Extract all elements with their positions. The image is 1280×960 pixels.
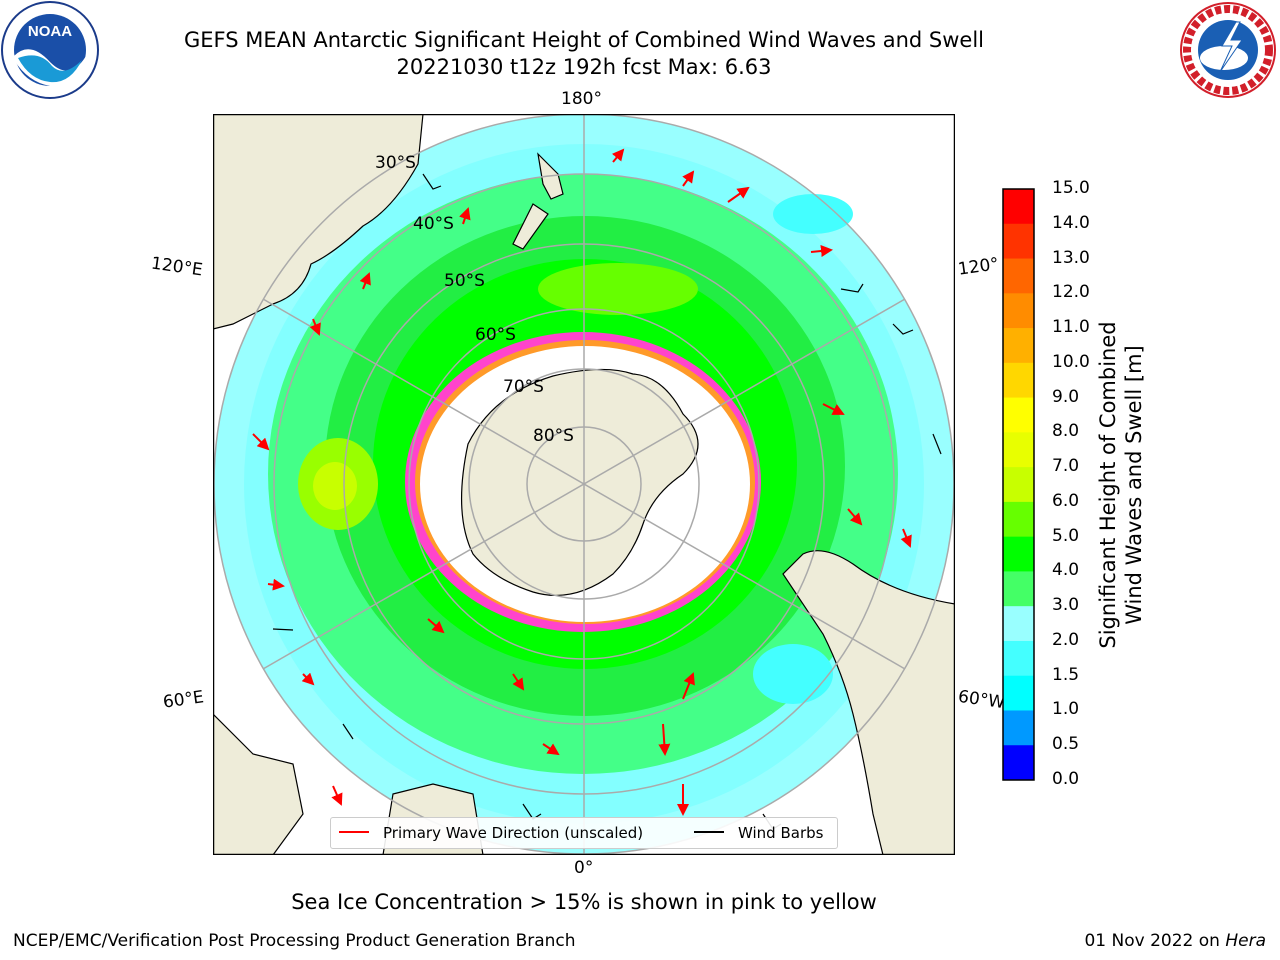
colorbar-segment	[1003, 536, 1034, 572]
colorbar-tick-label: 10.0	[1052, 351, 1090, 372]
land-new-zealand	[512, 152, 564, 250]
lon-label-180: 180°	[561, 89, 602, 109]
colorbar-segment	[1003, 710, 1034, 746]
wind-barb	[342, 723, 354, 740]
svg-text:NOAA: NOAA	[28, 23, 72, 40]
colorbar-segment	[1003, 467, 1034, 503]
colorbar-segment	[1003, 223, 1034, 260]
wind-legend-label: Wind Barbs	[738, 824, 824, 842]
map-legend: Primary Wave Direction (unscaled) Wind B…	[330, 817, 838, 849]
colorbar-tick-label: 0.5	[1052, 734, 1080, 755]
colorbar-tick-label: 1.5	[1052, 664, 1080, 685]
lat-label-60s: 60°S	[475, 325, 516, 345]
sea-ice-caption: Sea Ice Concentration > 15% is shown in …	[291, 890, 877, 914]
lon-label-120e: 120°E	[149, 253, 204, 281]
wave-arrow	[822, 403, 845, 415]
lat-label-70s: 70°S	[503, 377, 544, 397]
wave-arrow	[459, 207, 471, 225]
wind-barb	[892, 323, 914, 335]
colorbar-segment	[1003, 362, 1034, 399]
footer-left: NCEP/EMC/Verification Post Processing Pr…	[13, 931, 576, 951]
colorbar-tick-label: 3.0	[1052, 595, 1080, 616]
wave-arrow	[810, 245, 833, 257]
wind-barb	[422, 173, 442, 190]
colorbar-tick-label: 9.0	[1052, 386, 1080, 407]
wave-arrow	[331, 785, 343, 806]
colorbar-label-line2: Wind Waves and Swell [m]	[1122, 345, 1146, 625]
footer-machine: Hera	[1225, 931, 1266, 951]
colorbar-tick-label: 8.0	[1052, 421, 1080, 442]
wave-arrow	[359, 272, 371, 290]
wave-arrow	[682, 170, 695, 187]
footer-right: 01 Nov 2022 on Hera	[1084, 931, 1266, 951]
lon-label-60e: 60°E	[161, 687, 206, 713]
wave-arrow	[301, 672, 315, 686]
wave-arrow	[611, 148, 625, 163]
colorbar-tick-label: 7.0	[1052, 456, 1080, 477]
colorbar-segment	[1003, 189, 1034, 225]
lon-label-0: 0°	[574, 858, 594, 878]
wave-band-7m	[313, 462, 357, 510]
wind-legend-swatch	[694, 831, 724, 833]
colorbar-tick-label: 1.0	[1052, 699, 1080, 720]
lon-label-60w: 60°W	[956, 686, 1007, 714]
wind-barb	[840, 283, 864, 293]
colorbar-segment	[1003, 258, 1034, 294]
colorbar-segment	[1003, 397, 1034, 433]
noaa-logo: NOAA	[1, 1, 99, 99]
map-title: GEFS MEAN Antarctic Significant Height o…	[183, 28, 985, 52]
wave-arrow	[309, 318, 321, 336]
wave-arrow	[267, 578, 285, 591]
colorbar-tick-label: 2.0	[1052, 629, 1080, 650]
colorbar	[1002, 188, 1035, 781]
land-australia	[213, 114, 424, 330]
colorbar-tick-label: 11.0	[1052, 317, 1090, 338]
map-subtitle: 20221030 t12z 192h fcst Max: 6.63	[396, 55, 772, 79]
wave-arrow	[512, 673, 525, 691]
colorbar-segment	[1003, 675, 1034, 711]
lat-label-30s: 30°S	[375, 153, 416, 173]
lat-label-50s: 50°S	[444, 271, 485, 291]
colorbar-segment	[1003, 571, 1034, 607]
footer-date: 01 Nov 2022 on	[1084, 931, 1226, 951]
lat-label-40s: 40°S	[413, 214, 454, 234]
colorbar-segment	[1003, 293, 1034, 329]
colorbar-tick-label: 0.0	[1052, 769, 1080, 789]
colorbar-tick-label: 15.0	[1052, 178, 1090, 198]
wave-arrow	[542, 743, 560, 756]
wave-band-6m-north	[538, 263, 698, 315]
colorbar-tick-label: 6.0	[1052, 490, 1080, 511]
colorbar-segment	[1003, 432, 1034, 468]
colorbar-label: Significant Height of Combined Wind Wave…	[1095, 255, 1147, 715]
colorbar-tick-label: 12.0	[1052, 282, 1090, 303]
wave-legend-label: Primary Wave Direction (unscaled)	[383, 824, 644, 842]
wave-legend-swatch	[339, 831, 369, 833]
polar-map: 30°S 40°S 50°S 60°S 70°S 80°S	[213, 114, 955, 855]
wave-arrow	[682, 672, 695, 700]
colorbar-tick-label: 4.0	[1052, 560, 1080, 581]
colorbar-segment	[1003, 640, 1034, 677]
wave-arrow	[427, 618, 445, 634]
wind-barb	[932, 433, 942, 455]
colorbar-segment	[1003, 606, 1034, 642]
lat-label-80s: 80°S	[533, 426, 574, 446]
nws-logo	[1180, 2, 1276, 98]
colorbar-tick-label: 14.0	[1052, 212, 1090, 233]
colorbar-segment	[1003, 501, 1034, 538]
wind-barb	[272, 628, 294, 631]
land-south-america	[782, 544, 955, 855]
lon-label-120w: 120°	[956, 254, 1001, 280]
colorbar-segment	[1003, 328, 1034, 364]
wave-arrow	[252, 433, 270, 451]
wave-arrow	[658, 723, 671, 756]
wave-arrow	[847, 508, 863, 526]
colorbar-segment	[1003, 745, 1034, 781]
colorbar-tick-label: 5.0	[1052, 525, 1080, 546]
colorbar-tick-label: 13.0	[1052, 247, 1090, 268]
wave-arrow	[727, 186, 750, 203]
colorbar-label-line1: Significant Height of Combined	[1096, 321, 1120, 649]
wave-arrow	[900, 528, 912, 548]
